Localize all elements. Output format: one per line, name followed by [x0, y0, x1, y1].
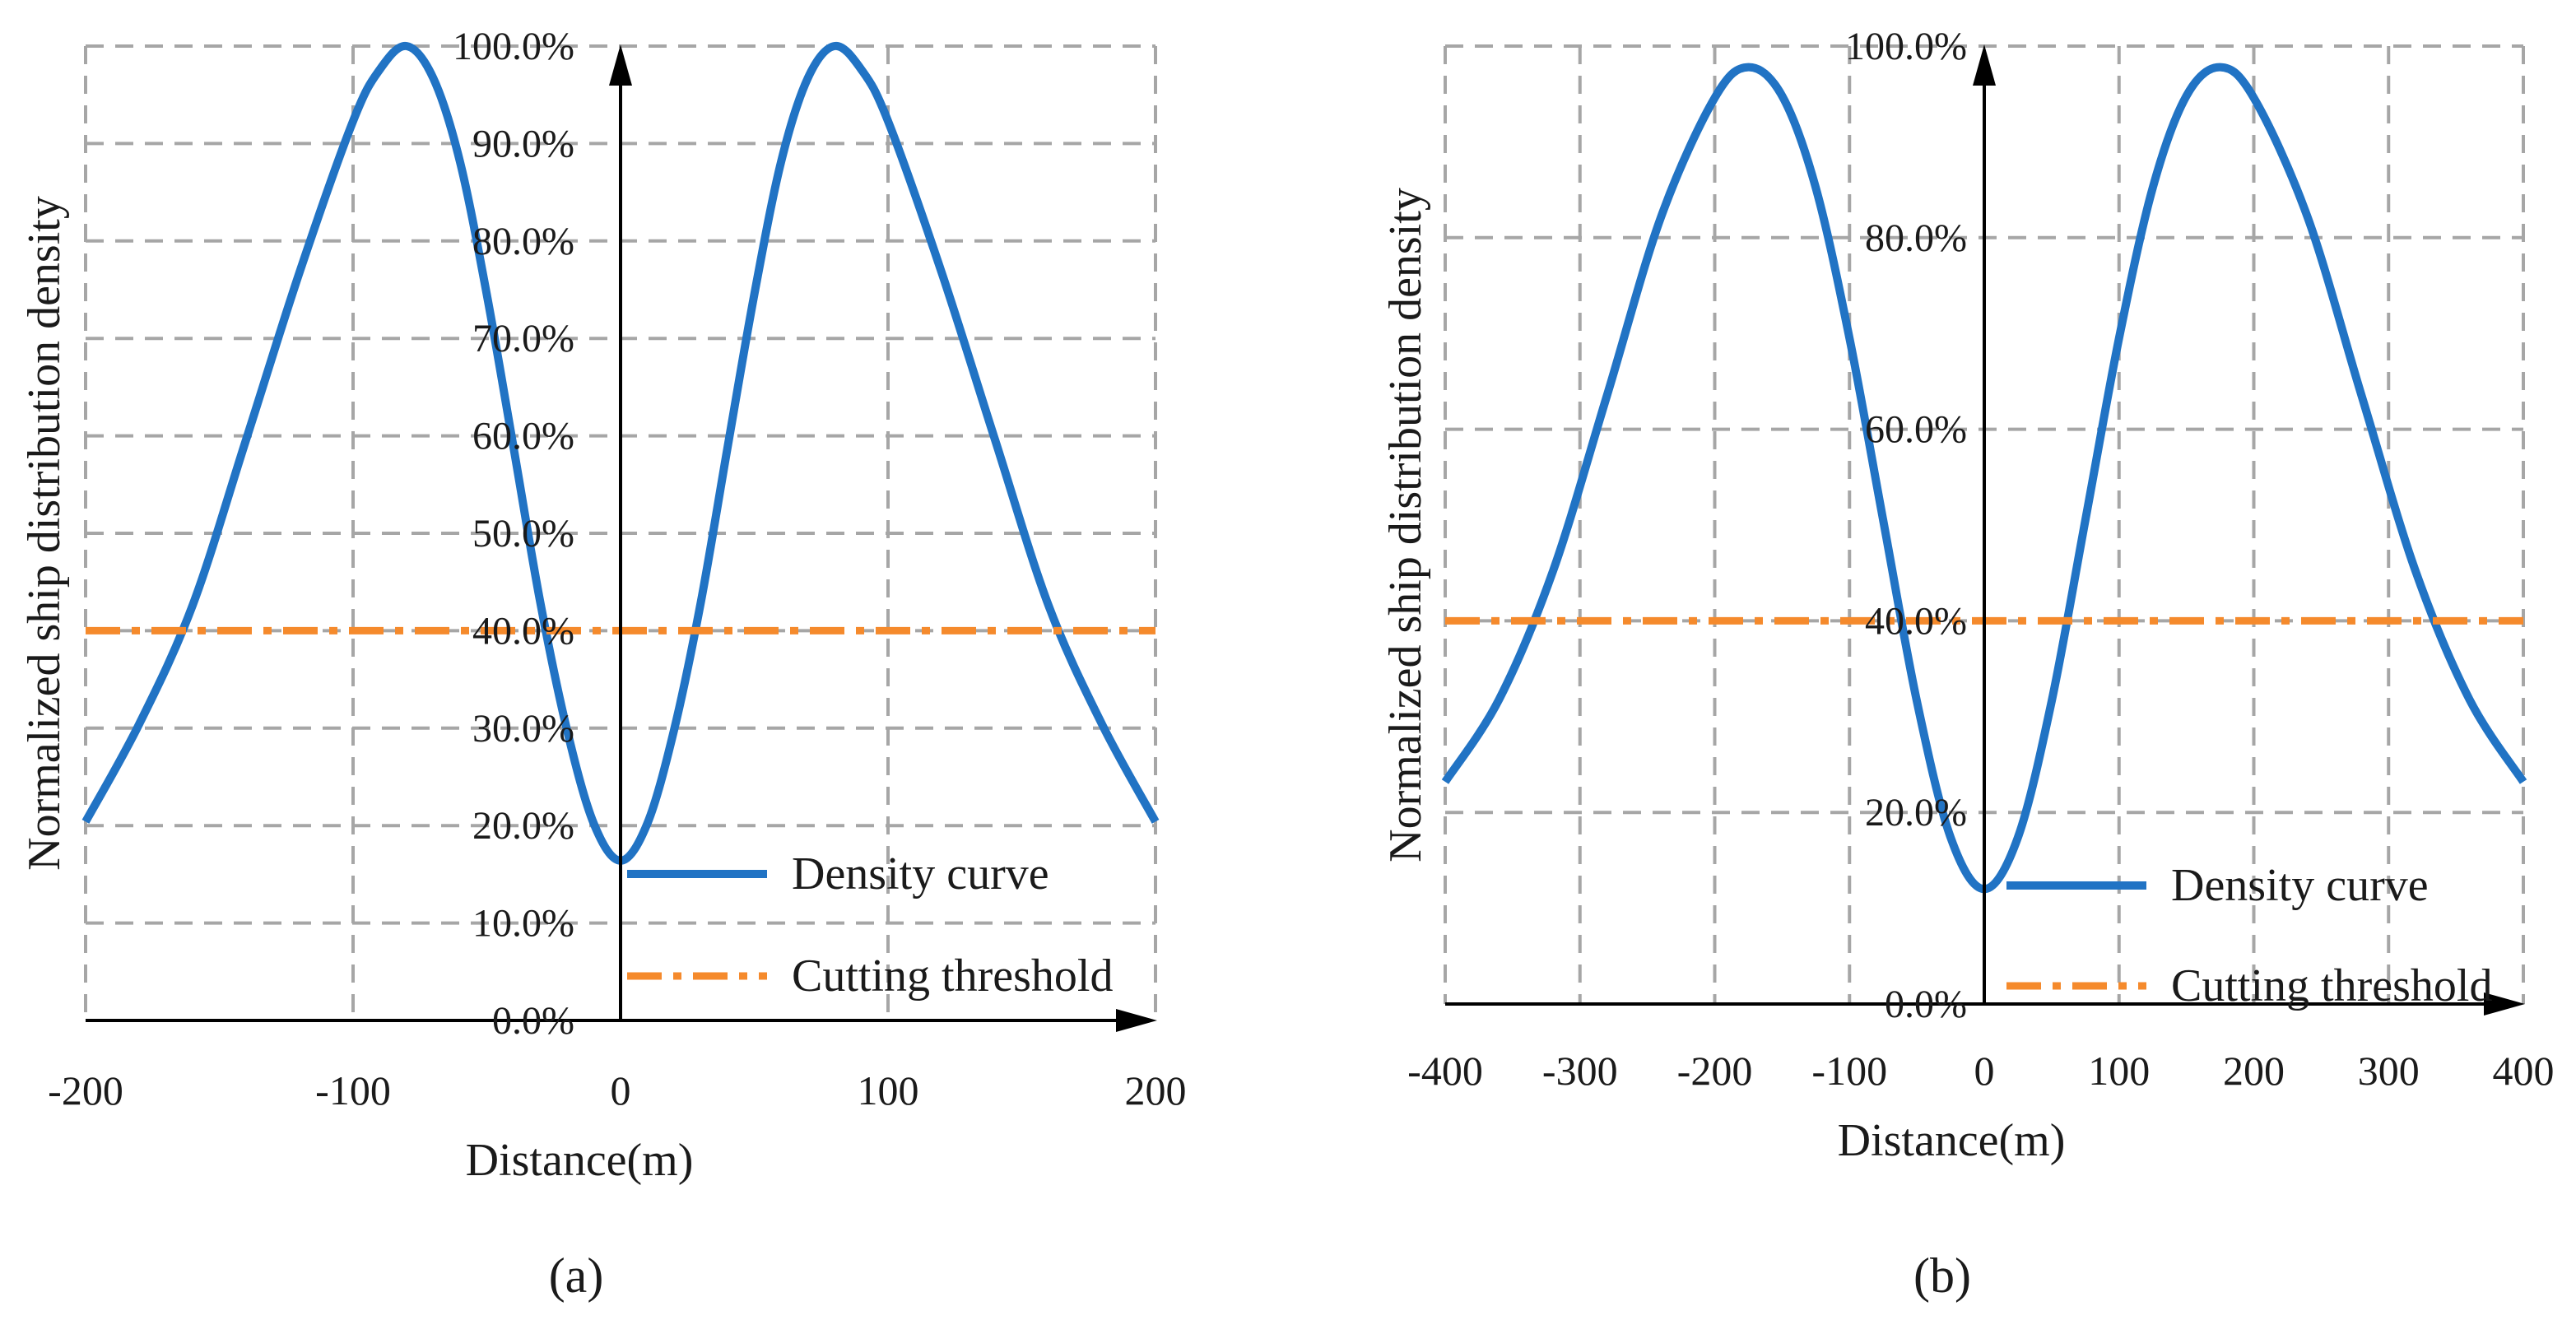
y-tick-label: 20.0%	[472, 804, 574, 848]
x-tick-label: 300	[2358, 1048, 2420, 1094]
x-tick-label: 0	[611, 1067, 631, 1113]
y-tick-label: 70.0%	[472, 317, 574, 360]
panel-label: (a)	[549, 1248, 604, 1303]
x-tick-label: 200	[1125, 1067, 1187, 1113]
y-tick-label: 30.0%	[472, 707, 574, 751]
x-axis-title: Distance(m)	[1838, 1115, 2066, 1166]
y-tick-label: 90.0%	[472, 122, 574, 165]
x-tick-label: 400	[2493, 1048, 2555, 1094]
x-tick-label: -400	[1407, 1048, 1483, 1094]
y-axis-title: Normalized ship distribution density	[1380, 188, 1431, 862]
y-tick-label: 50.0%	[472, 512, 574, 555]
panel-label: (b)	[1913, 1248, 1971, 1303]
y-axis-arrow-icon	[1973, 44, 1996, 86]
x-tick-label: -100	[1811, 1048, 1887, 1094]
y-tick-label: 60.0%	[1865, 408, 1967, 452]
y-tick-label: 10.0%	[472, 902, 574, 946]
y-tick-label: 100.0%	[453, 25, 574, 68]
legend: Density curve Cutting threshold	[627, 848, 1113, 1002]
x-tick-label: -100	[315, 1067, 391, 1113]
x-tick-label: 0	[1974, 1048, 1995, 1094]
x-axis-arrow-icon	[1116, 1009, 1157, 1032]
chart-panel-b: 0.0% 20.0% 40.0% 60.0% 80.0% 100.0% -400 -300 -2…	[1380, 25, 2555, 1303]
x-tick-label: 200	[2223, 1048, 2285, 1094]
y-tick-label: 60.0%	[472, 415, 574, 458]
x-axis-arrow-icon	[2484, 992, 2525, 1016]
x-tick-label: -200	[1677, 1048, 1753, 1094]
y-axis-arrow-icon	[609, 44, 632, 86]
x-tick-label: 100	[858, 1067, 919, 1113]
y-tick-label: 80.0%	[1865, 216, 1967, 260]
legend: Density curve Cutting threshold	[2006, 860, 2492, 1011]
y-tick-label: 0.0%	[492, 999, 574, 1043]
legend-label-density: Density curve	[2171, 860, 2429, 911]
legend-label-threshold: Cutting threshold	[792, 951, 1113, 1002]
y-tick-label: 40.0%	[472, 609, 574, 653]
chart-panel-a: 0.0% 10.0% 20.0% 30.0% 40.0% 50.0% 60.0% 70.0% 8…	[19, 25, 1187, 1303]
legend-label-threshold: Cutting threshold	[2171, 960, 2492, 1011]
y-tick-label: 80.0%	[472, 220, 574, 263]
x-tick-label: -300	[1542, 1048, 1618, 1094]
y-tick-label: 100.0%	[1845, 25, 1967, 68]
y-tick-label: 40.0%	[1865, 599, 1967, 643]
y-tick-label: 0.0%	[1885, 983, 1967, 1026]
x-axis-title: Distance(m)	[466, 1135, 694, 1186]
x-tick-label: -200	[48, 1067, 123, 1113]
y-axis-title: Normalized ship distribution density	[19, 196, 70, 871]
y-tick-label: 20.0%	[1865, 791, 1967, 834]
legend-label-density: Density curve	[792, 848, 1049, 899]
x-tick-label: 100	[2088, 1048, 2150, 1094]
